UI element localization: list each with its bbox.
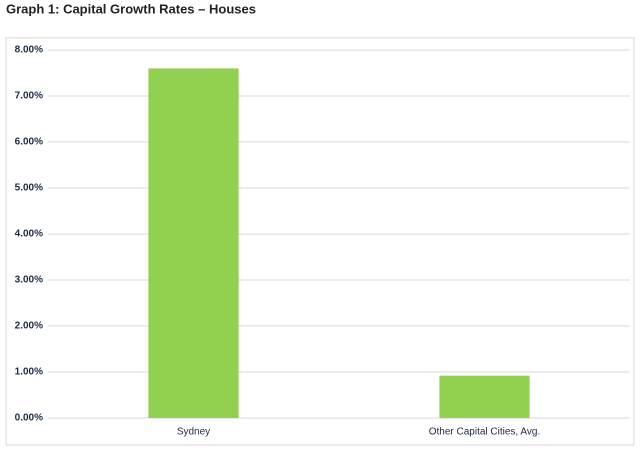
bar — [439, 375, 530, 418]
y-tick-label: 5.00% — [15, 183, 43, 194]
y-tick-label: 7.00% — [15, 91, 43, 102]
y-tick-label: 2.00% — [15, 321, 43, 332]
y-tick-label: 1.00% — [15, 367, 43, 378]
y-tick-label: 6.00% — [15, 137, 43, 148]
x-tick-label: Sydney — [177, 427, 210, 438]
y-tick-label: 8.00% — [15, 45, 43, 56]
y-tick-label: 0.00% — [15, 413, 43, 424]
chart-border — [5, 37, 635, 446]
chart-title: Graph 1: Capital Growth Rates – Houses — [6, 1, 256, 16]
y-tick-label: 3.00% — [15, 275, 43, 286]
y-tick-label: 4.00% — [15, 229, 43, 240]
x-tick-label: Other Capital Cities, Avg. — [429, 427, 541, 438]
bar — [148, 68, 239, 419]
